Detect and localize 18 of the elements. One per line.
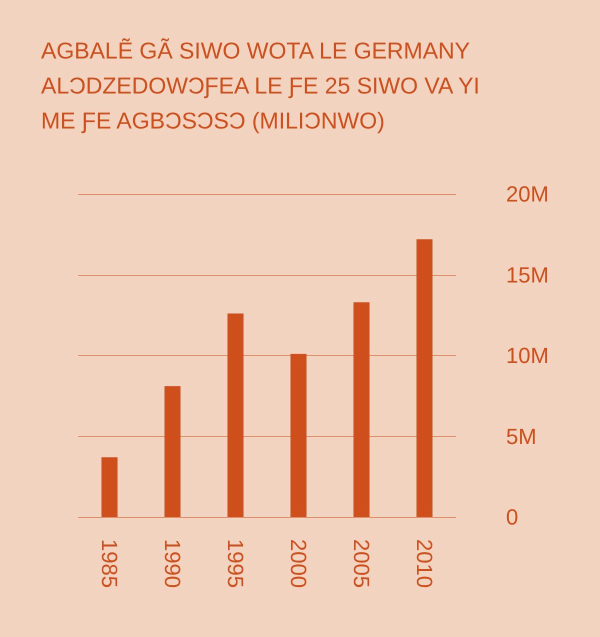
x-tick-label: 1985 (97, 539, 122, 588)
bar (164, 386, 180, 517)
bar (102, 457, 118, 517)
bar (354, 302, 370, 517)
y-tick-label: 20M (506, 182, 549, 206)
y-tick-label: 5M (506, 424, 537, 449)
x-tick-label: 2010 (412, 539, 437, 588)
bar (228, 314, 244, 517)
x-tick-label: 1995 (223, 539, 248, 588)
chart-title: AGBALẼ GÃ SIWO WOTA LE GERMANY ALƆDZEDOWƆƑEA LE ƑE 25 SIWO VA YI ME ƑE AGBƆSƆSƆ (MILIƆNWO) (41, 38, 486, 134)
x-tick-label: 2000 (286, 539, 311, 588)
y-tick-label: 15M (506, 262, 549, 288)
x-tick-label: 2005 (349, 539, 374, 588)
y-tick-label: 0 (506, 504, 518, 530)
bar (290, 354, 306, 517)
bar (416, 239, 432, 517)
x-tick-label: 1990 (160, 539, 185, 588)
y-tick-label: 10M (506, 343, 549, 368)
